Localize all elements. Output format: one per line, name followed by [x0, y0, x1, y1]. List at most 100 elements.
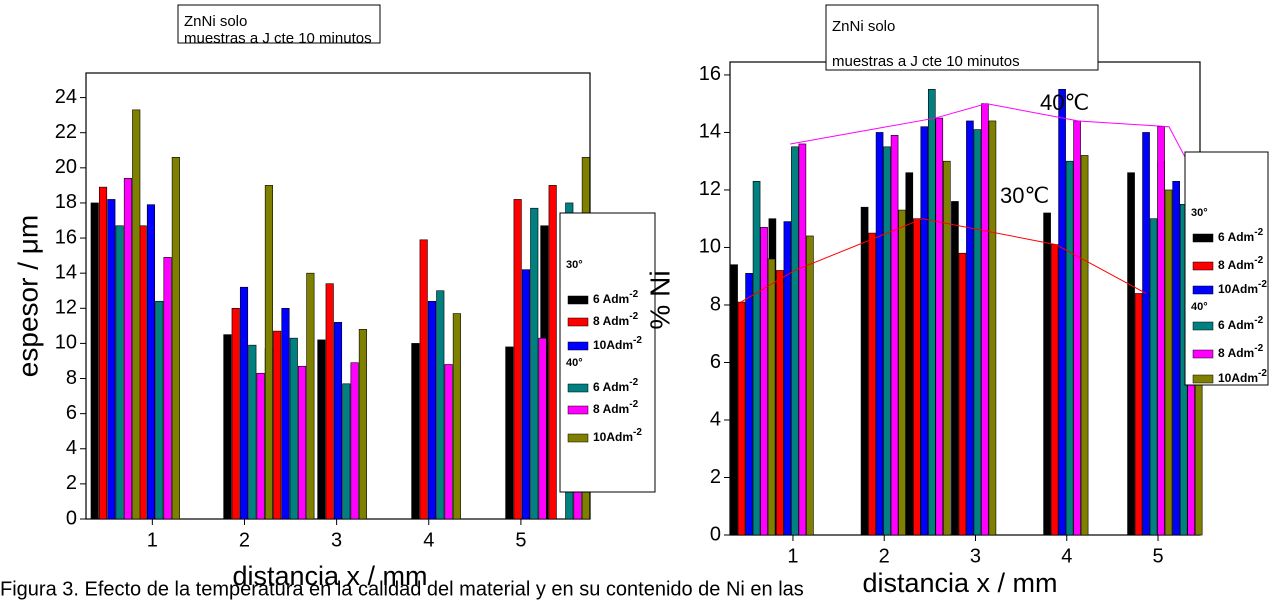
legend-label: 10Adm-2	[1218, 368, 1267, 386]
bar	[942, 160, 951, 536]
y-tick-label: 14	[55, 261, 77, 283]
bar	[988, 120, 997, 536]
legend-name: 8 Adm	[1218, 346, 1254, 360]
x-tick-label: 4	[423, 529, 434, 551]
bar	[273, 330, 282, 520]
legend-label: 8 Adm-2	[593, 399, 639, 417]
bar	[1134, 293, 1143, 536]
bar	[1065, 160, 1074, 536]
legend-exponent: -2	[1254, 343, 1263, 354]
bar	[452, 313, 461, 520]
y-tick-label: 16	[55, 226, 77, 248]
legend-exponent: -2	[633, 427, 642, 438]
bar	[912, 218, 921, 536]
legend-label: 6 Adm-2	[1218, 315, 1264, 333]
bar	[860, 206, 869, 536]
bar	[1164, 189, 1173, 536]
bar	[436, 290, 445, 520]
temperature-label: 30℃	[1000, 183, 1049, 208]
bar	[115, 225, 124, 520]
bar	[752, 181, 761, 536]
legend-exponent: -2	[1254, 255, 1263, 266]
bar	[905, 172, 914, 536]
y-tick-label: 14	[699, 121, 721, 143]
legend-swatch	[567, 317, 589, 327]
bar	[289, 337, 298, 520]
bar	[521, 269, 531, 520]
legend-exponent: -2	[629, 377, 638, 388]
bar	[90, 202, 99, 520]
legend-label: 6 Adm-2	[1218, 227, 1264, 245]
legend-label: 6 Adm-2	[593, 289, 639, 307]
y-tick-label: 0	[710, 523, 721, 545]
x-tick-label: 1	[147, 529, 158, 551]
legend-name: 8 Adm	[593, 402, 629, 416]
bar	[264, 185, 273, 520]
legend-label: 8 Adm-2	[593, 311, 639, 329]
bar	[981, 103, 989, 536]
y-tick-label: 10	[55, 332, 77, 354]
legend-label: 6 Adm-2	[593, 377, 639, 395]
legend-exponent: -2	[629, 311, 638, 322]
bar	[737, 301, 746, 536]
bar	[1142, 132, 1150, 536]
legend-swatch	[1192, 285, 1214, 295]
legend-label: 10Adm-2	[593, 335, 642, 353]
bar	[123, 178, 132, 520]
bar	[1149, 218, 1158, 536]
legend-exponent: -2	[629, 399, 638, 410]
legend-swatch	[1192, 374, 1214, 384]
annotation-box	[825, 4, 1099, 71]
legend-swatch	[567, 405, 589, 415]
bar	[358, 329, 367, 520]
bar	[132, 109, 141, 520]
bar	[935, 117, 944, 536]
bar	[783, 221, 792, 536]
bar	[868, 232, 876, 536]
legend-box	[559, 212, 656, 493]
y-tick-label: 4	[66, 437, 77, 459]
legend-name: 6 Adm	[1218, 318, 1254, 332]
y-tick-label: 8	[66, 367, 77, 389]
legend-swatch	[1192, 233, 1214, 243]
legend-label: 10Adm-2	[593, 427, 642, 445]
y-tick-label: 6	[66, 402, 77, 424]
legend-name: 10Adm	[593, 338, 633, 352]
bar	[776, 270, 784, 536]
y-tick-label: 0	[66, 507, 77, 529]
bar	[538, 337, 547, 520]
legend-swatch	[567, 341, 589, 351]
bar	[806, 235, 814, 536]
bar	[298, 365, 307, 520]
bar	[1058, 89, 1066, 536]
x-tick-label: 2	[239, 529, 250, 551]
x-tick-label: 2	[879, 545, 890, 567]
y-axis-title: espesor / μm	[12, 215, 43, 377]
y-tick-label: 10	[699, 236, 721, 258]
bar	[223, 334, 232, 520]
bar	[427, 300, 437, 520]
bar	[1080, 155, 1089, 536]
legend-swatch	[1192, 261, 1214, 271]
bar	[920, 126, 929, 536]
bar	[411, 343, 420, 520]
annotation-box	[177, 4, 381, 44]
bar	[333, 322, 343, 520]
legend-exponent: -2	[1258, 368, 1267, 379]
annotation-text: ZnNi solo	[184, 13, 247, 30]
bar	[98, 186, 108, 520]
bar	[513, 199, 522, 520]
y-tick-label: 16	[699, 63, 721, 85]
legend-name: 10Adm	[1218, 371, 1258, 385]
legend-exponent: -2	[1254, 227, 1263, 238]
x-tick-label: 4	[1061, 545, 1072, 567]
bar	[875, 132, 884, 536]
caption: Figura 3. Efecto de la temperatura en la…	[0, 578, 804, 600]
legend-group: 40°	[566, 357, 583, 369]
y-tick-label: 8	[710, 293, 721, 315]
bar	[1073, 120, 1081, 536]
bar	[1050, 244, 1059, 536]
bar	[730, 264, 738, 536]
y-tick-label: 22	[55, 121, 77, 143]
